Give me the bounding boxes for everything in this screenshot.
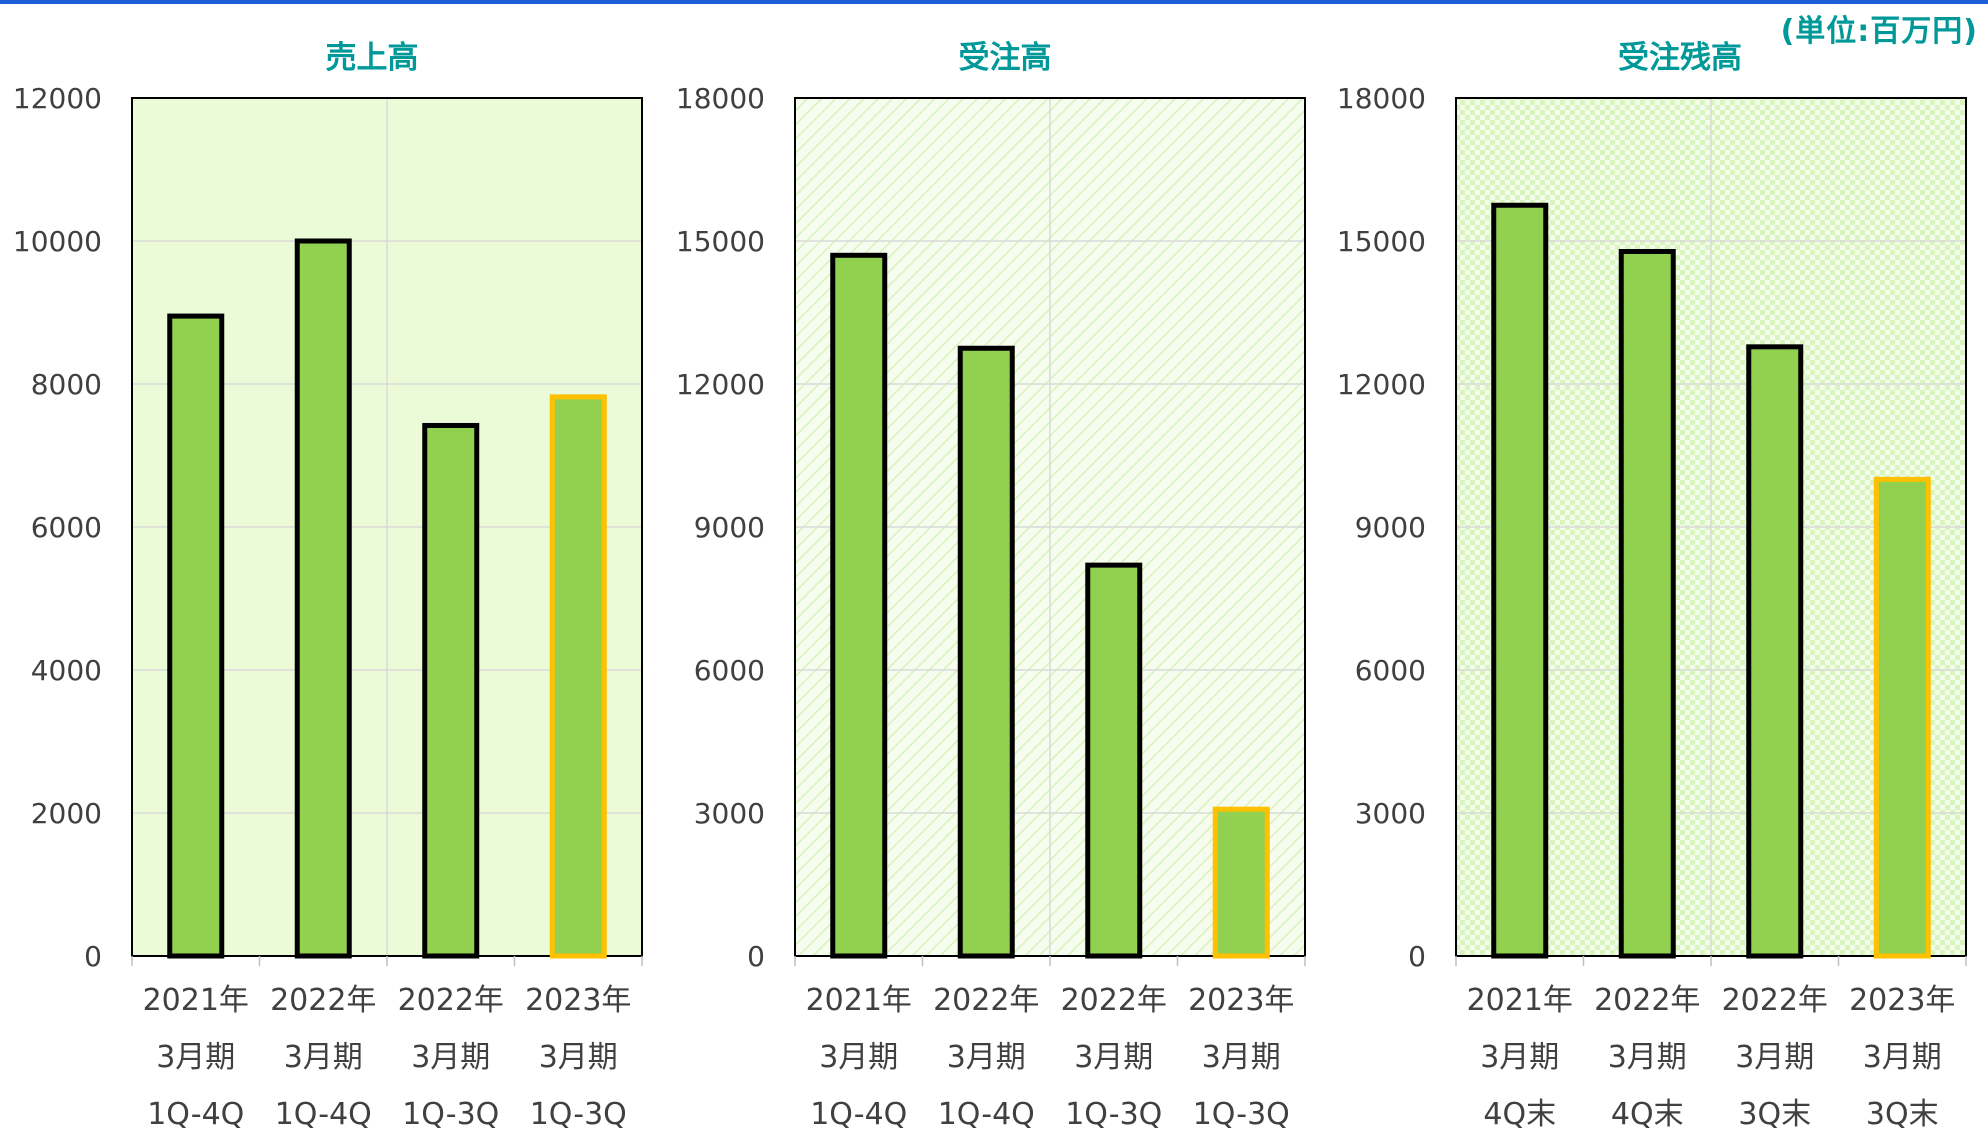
x-category-line: 3月期	[284, 1040, 363, 1075]
x-category-line: 2022年	[1061, 983, 1167, 1018]
x-category-line: 1Q-3Q	[1193, 1097, 1290, 1132]
y-tick-label: 12000	[676, 368, 765, 401]
y-tick-label: 15000	[1337, 225, 1426, 258]
x-category-line: 2021年	[143, 983, 249, 1018]
x-category-label: 2021年 3月期 1Q-4Q	[143, 983, 249, 1132]
x-category-line: 2022年	[933, 983, 1039, 1018]
y-tick-label: 15000	[676, 225, 765, 258]
x-category-line: 2023年	[1849, 983, 1955, 1018]
x-category-line: 3月期	[539, 1040, 618, 1075]
x-category-line: 1Q-4Q	[810, 1097, 907, 1132]
x-category-label: 2021年 3月期 1Q-4Q	[806, 983, 912, 1132]
x-category-line: 4Q末	[1483, 1097, 1556, 1132]
bar-1	[1491, 202, 1549, 959]
y-tick-label: 12000	[13, 82, 102, 115]
y-tick-label: 6000	[1355, 654, 1426, 687]
top-rule	[0, 0, 1988, 4]
bar-1	[167, 313, 225, 959]
bar-3	[1746, 344, 1804, 959]
bar-4	[1212, 806, 1270, 959]
x-category-line: 3月期	[156, 1040, 235, 1075]
x-category-line: 3月期	[411, 1040, 490, 1075]
x-category-label: 2023年 3月期 1Q-3Q	[1188, 983, 1294, 1132]
y-tick-label: 0	[84, 940, 102, 973]
bar-3	[1085, 562, 1143, 959]
x-category-line: 1Q-4Q	[938, 1097, 1035, 1132]
y-tick-label: 6000	[694, 654, 765, 687]
x-category-line: 1Q-3Q	[402, 1097, 499, 1132]
x-category-label: 2023年 3月期 1Q-3Q	[525, 983, 631, 1132]
y-tick-label: 0	[1408, 940, 1426, 973]
x-category-line: 1Q-4Q	[275, 1097, 372, 1132]
x-category-line: 2021年	[806, 983, 912, 1018]
x-category-label: 2023年 3月期 3Q末	[1849, 983, 1955, 1132]
x-category-line: 2022年	[1594, 983, 1700, 1018]
bar-1	[830, 252, 888, 959]
y-tick-label: 6000	[31, 511, 102, 544]
bar-3	[422, 422, 480, 959]
bar-2	[1618, 248, 1676, 959]
x-category-label: 2021年 3月期 4Q末	[1467, 983, 1573, 1132]
unit-label: (単位:百万円)	[1780, 14, 1978, 49]
x-category-line: 3月期	[1608, 1040, 1687, 1075]
x-category-line: 2022年	[398, 983, 504, 1018]
y-tick-label: 8000	[31, 368, 102, 401]
y-tick-label: 9000	[1355, 511, 1426, 544]
x-category-line: 2023年	[1188, 983, 1294, 1018]
x-category-line: 2022年	[270, 983, 376, 1018]
y-tick-label: 12000	[1337, 368, 1426, 401]
x-category-line: 3月期	[947, 1040, 1026, 1075]
y-tick-label: 3000	[1355, 797, 1426, 830]
x-category-line: 3月期	[1202, 1040, 1281, 1075]
x-category-label: 2022年 3月期 1Q-4Q	[933, 983, 1039, 1132]
x-category-line: 3Q末	[1738, 1097, 1811, 1132]
x-category-label: 2022年 3月期 1Q-3Q	[1061, 983, 1167, 1132]
x-category-line: 3月期	[1863, 1040, 1942, 1075]
x-category-line: 4Q末	[1611, 1097, 1684, 1132]
x-category-label: 2022年 3月期 1Q-3Q	[398, 983, 504, 1132]
x-category-label: 2022年 3月期 4Q末	[1594, 983, 1700, 1132]
x-category-label: 2022年 3月期 1Q-4Q	[270, 983, 376, 1132]
y-tick-label: 2000	[31, 797, 102, 830]
x-category-line: 2023年	[525, 983, 631, 1018]
bar-2	[957, 345, 1015, 959]
y-tick-label: 4000	[31, 654, 102, 687]
bar-2	[294, 238, 352, 959]
x-category-line: 3月期	[1074, 1040, 1153, 1075]
x-category-line: 1Q-3Q	[530, 1097, 627, 1132]
y-tick-label: 10000	[13, 225, 102, 258]
x-category-line: 3月期	[1480, 1040, 1559, 1075]
x-category-line: 3Q末	[1866, 1097, 1939, 1132]
chart-panel-2: 0 3000 6000 9000 12000 15000 18000 2021年 3月期 1Q-4…	[676, 40, 1306, 1132]
bar-4	[549, 394, 607, 959]
x-category-line: 1Q-3Q	[1065, 1097, 1162, 1132]
x-category-line: 3月期	[1735, 1040, 1814, 1075]
x-category-line: 1Q-4Q	[147, 1097, 244, 1132]
chart-panel-1: 0 2000 4000 6000 8000 10000 12000 2021年 3月期 1Q-4Q…	[13, 40, 643, 1132]
y-tick-label: 0	[747, 940, 765, 973]
bar-4	[1873, 476, 1931, 959]
x-category-label: 2022年 3月期 3Q末	[1722, 983, 1828, 1132]
y-tick-label: 9000	[694, 511, 765, 544]
y-tick-label: 18000	[1337, 82, 1426, 115]
x-category-line: 2021年	[1467, 983, 1573, 1018]
x-category-line: 2022年	[1722, 983, 1828, 1018]
chart-title: 売上高	[326, 40, 419, 76]
x-category-line: 3月期	[819, 1040, 898, 1075]
chart-title: 受注残高	[1618, 40, 1742, 76]
y-tick-label: 3000	[694, 797, 765, 830]
y-tick-label: 18000	[676, 82, 765, 115]
chart-title: 受注高	[959, 40, 1052, 76]
